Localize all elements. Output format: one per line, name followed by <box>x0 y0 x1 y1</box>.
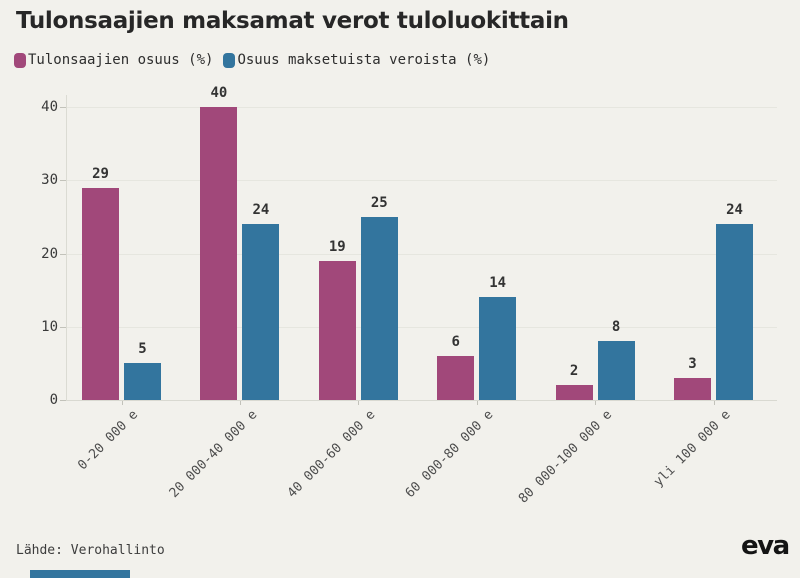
y-tick-label: 40 <box>41 99 58 115</box>
x-axis-label: 0-20 000 e <box>75 407 142 474</box>
legend: Tulonsaajien osuus (%) Osuus maksetuista… <box>14 52 490 68</box>
y-tick-mark <box>60 400 66 401</box>
y-tick-mark <box>60 180 66 182</box>
bar-value-label: 14 <box>489 275 507 292</box>
legend-swatch-purple <box>14 52 26 68</box>
eva-logo: eva <box>741 531 790 561</box>
gridline-y40 <box>66 107 777 108</box>
bar-purple <box>555 385 593 400</box>
bar-purple <box>318 260 356 400</box>
y-tick-label: 20 <box>41 245 58 262</box>
x-tick-mark <box>476 401 478 405</box>
y-tick-label: 10 <box>41 318 58 335</box>
y-tick-label: 0 <box>49 392 58 408</box>
gridline-y20 <box>66 253 777 255</box>
y-axis-line <box>66 95 67 401</box>
bar-blue <box>242 224 280 400</box>
accent-bar <box>30 570 130 578</box>
legend-label: Tulonsaajien osuus (%) <box>28 52 214 68</box>
y-tick-mark <box>60 253 66 255</box>
bar-blue <box>597 341 635 400</box>
x-axis-label: 80 000-100 000 e <box>515 407 616 507</box>
x-axis-label: 40 000-60 000 e <box>284 407 379 501</box>
x-tick-mark <box>595 401 597 405</box>
bar-blue <box>360 216 398 400</box>
bar-value-label: 29 <box>92 165 109 182</box>
legend-label: Osuus maksetuista veroista (%) <box>237 52 491 68</box>
bar-purple <box>200 107 238 400</box>
bar-value-label: 24 <box>726 202 743 219</box>
bar-value-label: 40 <box>210 85 228 101</box>
bar-blue <box>479 297 517 400</box>
x-tick-mark <box>358 401 360 405</box>
x-axis-label: 20 000-40 000 e <box>166 407 260 501</box>
bar-purple <box>674 378 711 400</box>
gridline-y10 <box>66 326 777 328</box>
y-tick-mark <box>60 326 66 328</box>
bar-value-label: 5 <box>138 341 147 358</box>
bar-purple <box>437 356 475 400</box>
bar-value-label: 2 <box>569 363 579 380</box>
x-axis-label: 60 000-80 000 e <box>402 407 497 501</box>
y-tick-mark <box>60 107 66 108</box>
gridline-y30 <box>66 180 777 182</box>
legend-swatch-blue <box>223 52 236 68</box>
bar-purple <box>82 187 119 400</box>
gridline-y0 <box>66 400 777 401</box>
bar-value-label: 6 <box>451 334 460 351</box>
x-tick-mark <box>239 401 241 405</box>
legend-item-taxes-paid-share: Osuus maksetuista veroista (%) <box>223 52 490 68</box>
bar-value-label: 3 <box>688 356 697 373</box>
bar-blue <box>124 363 161 400</box>
bar-value-label: 25 <box>370 194 388 211</box>
legend-item-income-earners-share: Tulonsaajien osuus (%) <box>14 52 213 68</box>
source-note: Lähde: Verohallinto <box>16 543 165 558</box>
bar-value-label: 8 <box>611 319 621 336</box>
bar-blue <box>716 224 753 400</box>
bar-value-label: 19 <box>328 238 346 255</box>
chart-title: Tulonsaajien maksamat verot tuloluokitta… <box>16 8 569 34</box>
x-tick-mark <box>121 401 123 405</box>
x-tick-mark <box>713 401 715 405</box>
y-tick-label: 30 <box>41 172 58 189</box>
bar-value-label: 24 <box>252 202 270 219</box>
x-axis-label: yli 100 000 e <box>650 407 734 490</box>
